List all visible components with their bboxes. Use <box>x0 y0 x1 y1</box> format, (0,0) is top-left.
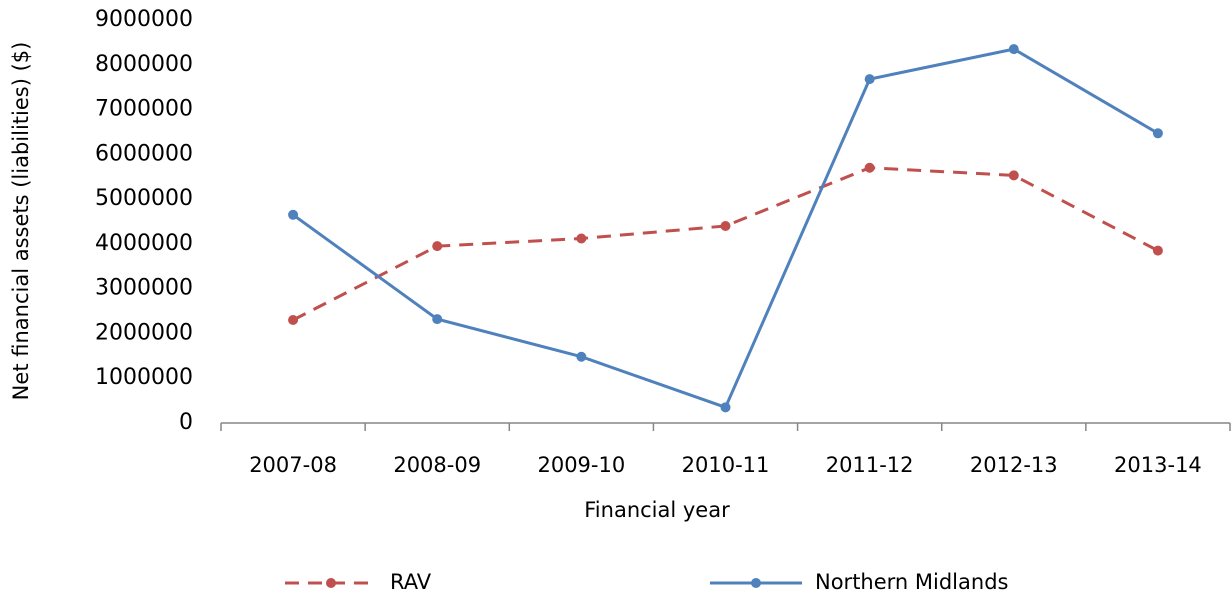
legend-label: Northern Midlands <box>815 570 1008 594</box>
x-tick-label: 2010-11 <box>682 453 770 477</box>
point-marker <box>720 402 731 413</box>
y-tick-label: 0 <box>179 410 193 435</box>
point-marker <box>576 351 587 362</box>
x-tick-label: 2007-08 <box>249 453 337 477</box>
y-tick-label: 8000000 <box>95 52 193 77</box>
y-tick-label: 5000000 <box>95 186 193 211</box>
legend-label: RAV <box>390 570 432 594</box>
legend-marker <box>751 578 761 588</box>
point-marker <box>432 241 443 252</box>
y-tick-label: 9000000 <box>95 7 193 32</box>
point-marker <box>288 209 299 220</box>
x-axis-title: Financial year <box>584 498 730 522</box>
point-marker <box>864 74 875 85</box>
series-line <box>292 166 1159 322</box>
y-tick-label: 2000000 <box>95 320 193 345</box>
point-marker <box>1008 170 1019 181</box>
x-tick-label: 2011-12 <box>826 453 914 477</box>
y-tick-label: 3000000 <box>95 276 193 301</box>
y-tick-label: 7000000 <box>95 97 193 122</box>
point-marker <box>1008 44 1019 55</box>
x-tick-label: 2009-10 <box>537 453 625 477</box>
legend-marker <box>326 578 336 588</box>
point-marker <box>288 315 299 326</box>
y-axis-title: Net financial assets (liabilities) ($) <box>9 42 33 401</box>
point-marker <box>1152 245 1163 256</box>
y-tick-label: 4000000 <box>95 231 193 256</box>
point-marker <box>576 233 587 244</box>
x-tick-label: 2013-14 <box>1114 453 1202 477</box>
point-marker <box>432 314 443 325</box>
point-marker <box>1152 128 1163 139</box>
x-tick-label: 2012-13 <box>970 453 1058 477</box>
point-marker <box>720 220 731 231</box>
x-tick-label: 2008-09 <box>393 453 481 477</box>
y-tick-label: 1000000 <box>95 365 193 390</box>
point-marker <box>864 162 875 173</box>
y-tick-label: 6000000 <box>95 141 193 166</box>
